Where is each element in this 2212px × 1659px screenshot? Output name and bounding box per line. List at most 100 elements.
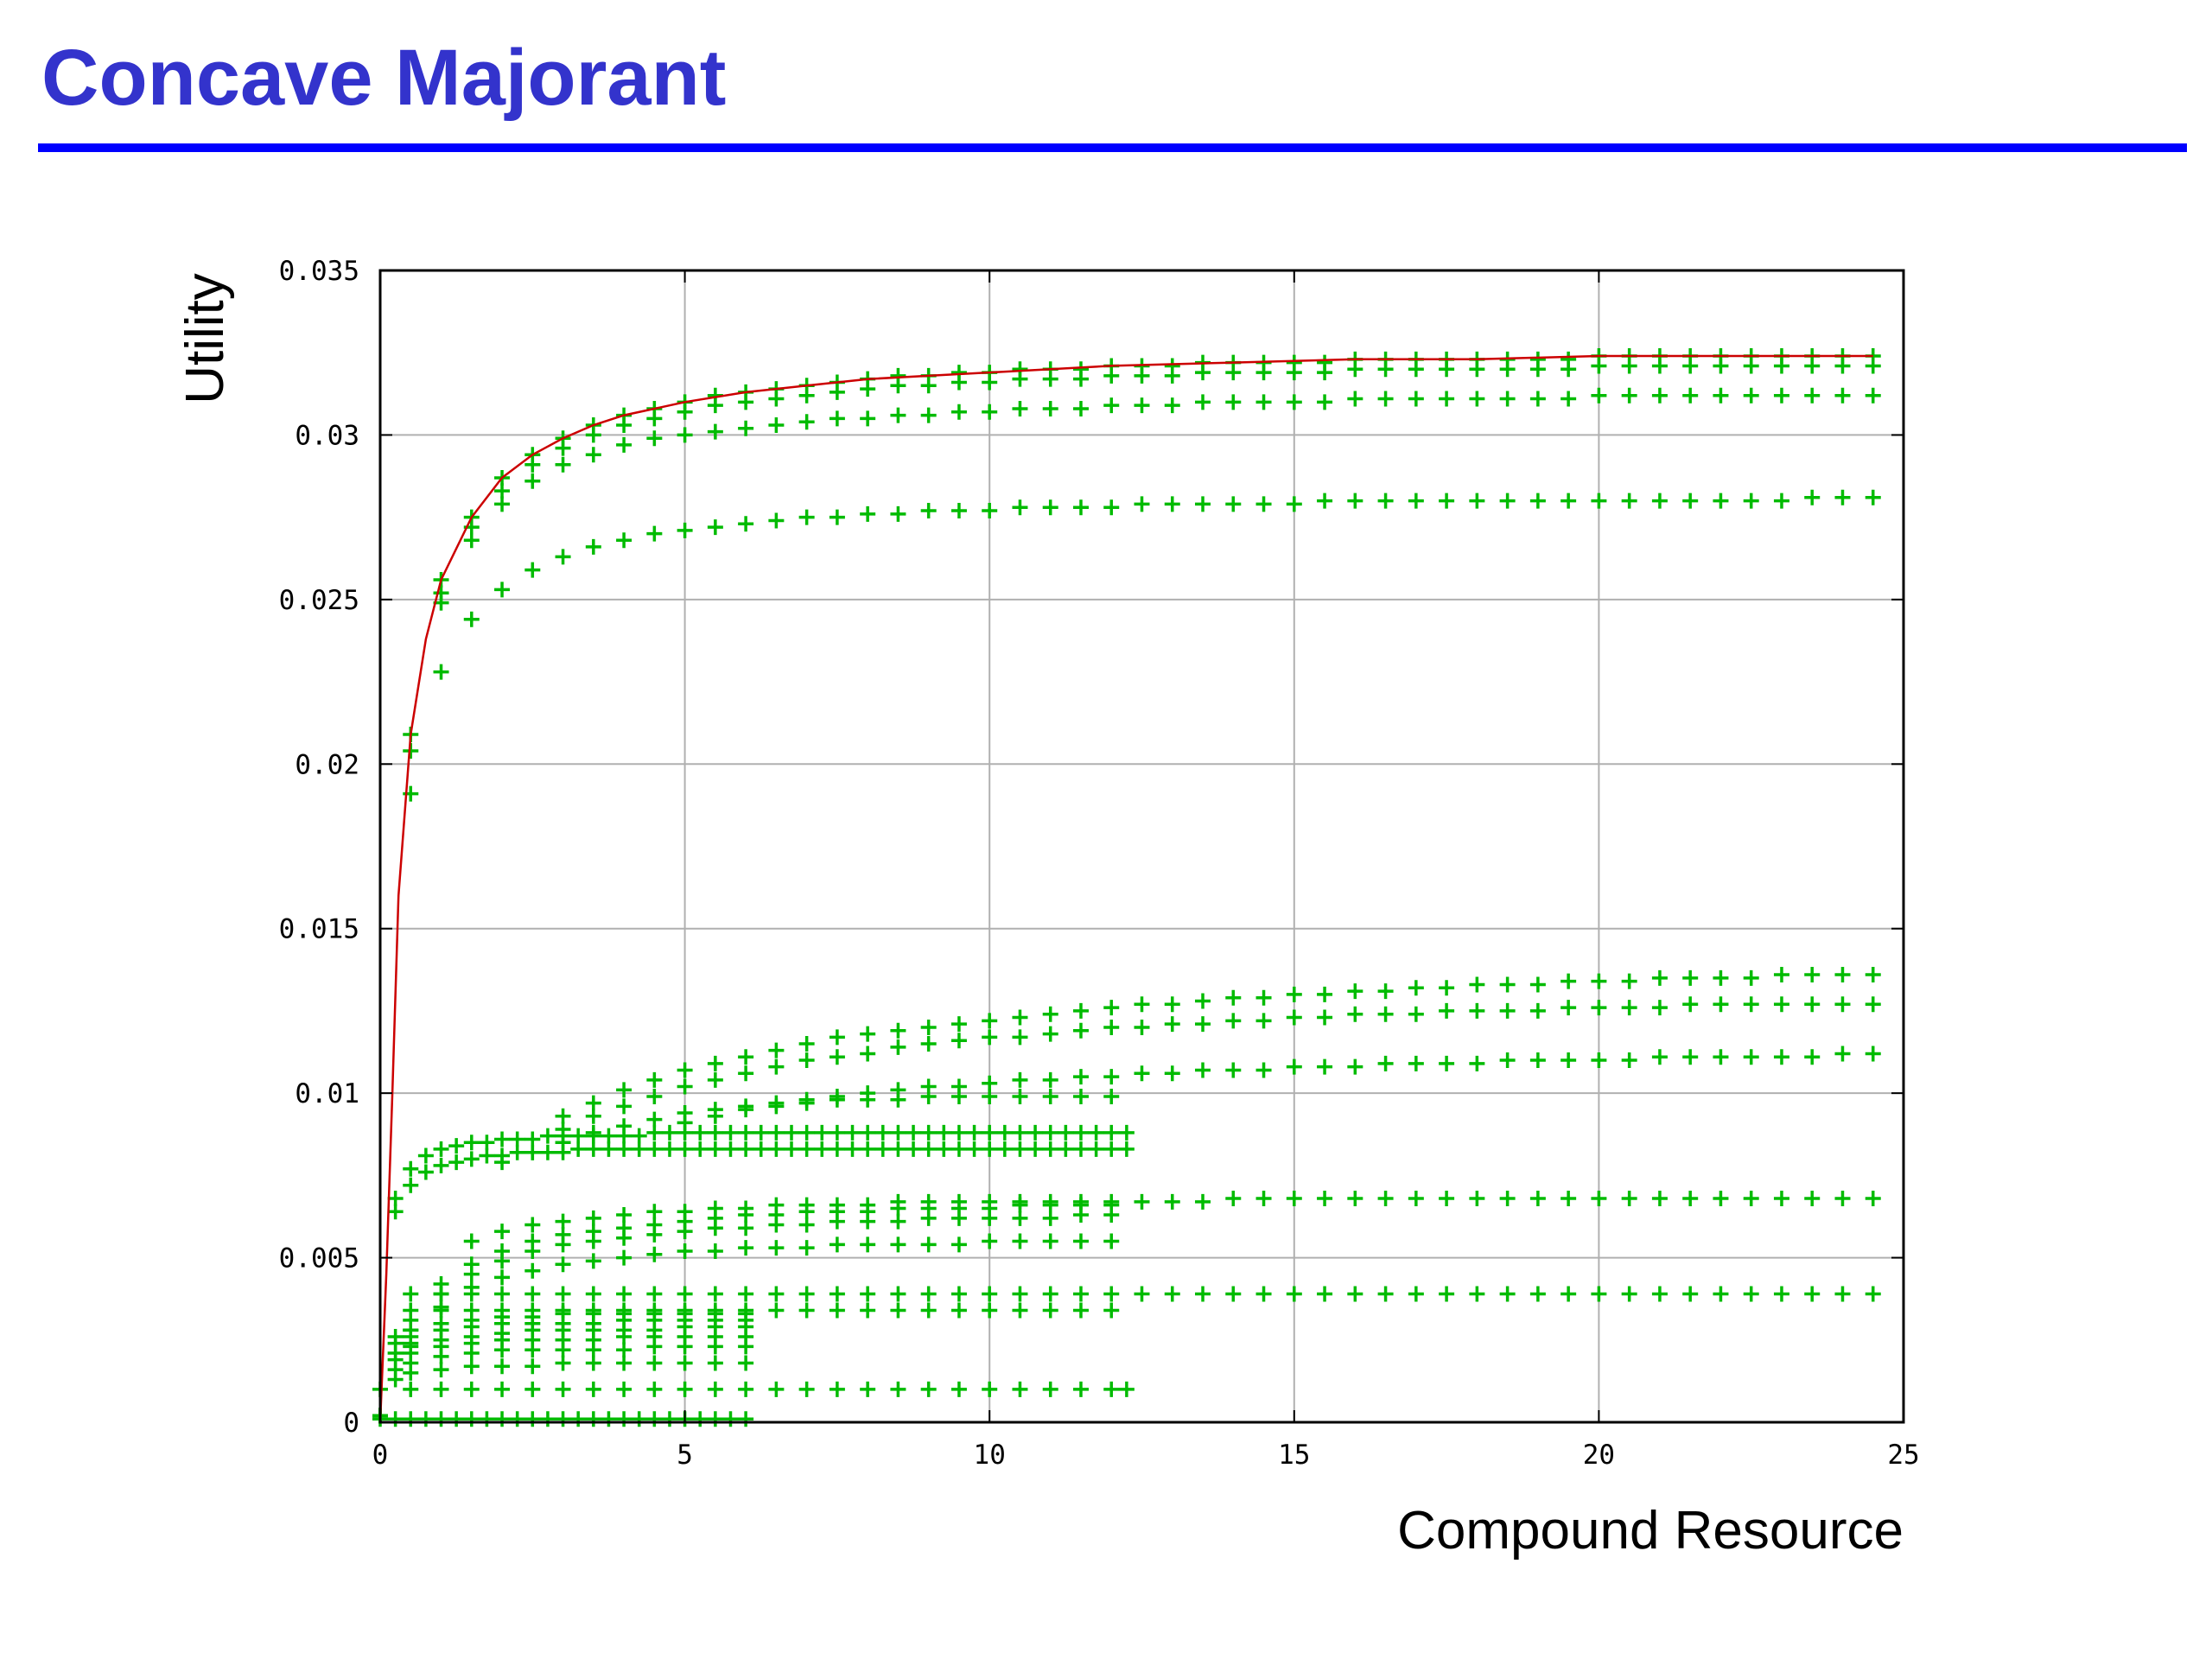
data-point: [387, 1204, 404, 1220]
data-point: [768, 1141, 785, 1157]
data-point: [1560, 1052, 1577, 1069]
data-point: [646, 1411, 663, 1427]
data-point: [646, 1286, 663, 1302]
data-point: [1865, 967, 1881, 983]
data-point: [1286, 986, 1302, 1002]
data-point: [1012, 1302, 1028, 1319]
data-point: [1682, 1049, 1699, 1065]
data-point: [798, 1036, 815, 1052]
title-rule: [38, 143, 2187, 152]
data-point: [1012, 1233, 1028, 1249]
data-point: [1195, 496, 1211, 512]
data-point: [387, 1371, 404, 1388]
data-point: [1255, 1013, 1272, 1029]
data-point: [585, 427, 601, 443]
data-point: [920, 1286, 937, 1302]
data-point: [646, 1141, 663, 1157]
data-point: [1408, 391, 1424, 407]
data-point: [494, 1342, 511, 1358]
data-point: [1560, 493, 1577, 509]
data-point: [1012, 1381, 1028, 1397]
data-point: [448, 1411, 465, 1427]
data-point: [798, 1240, 815, 1256]
data-point: [950, 1141, 967, 1157]
data-point: [1499, 391, 1516, 407]
y-tick-label: 0: [343, 1408, 359, 1439]
data-point: [1743, 996, 1759, 1013]
data-point: [1134, 496, 1150, 512]
data-point: [661, 1411, 677, 1427]
data-point: [1651, 1286, 1668, 1302]
data-point: [1621, 1286, 1637, 1302]
data-point: [1804, 1191, 1821, 1207]
data-point: [631, 1128, 647, 1144]
data-point: [1713, 1286, 1729, 1302]
data-point: [524, 1144, 541, 1160]
data-point: [906, 1124, 922, 1141]
data-point: [768, 1042, 785, 1058]
data-point: [1743, 387, 1759, 404]
data-point: [1834, 387, 1851, 404]
data-point: [707, 423, 723, 440]
data-point: [1439, 361, 1455, 378]
data-point: [1118, 1124, 1135, 1141]
data-point: [1042, 1286, 1058, 1302]
data-point: [1529, 976, 1546, 993]
data-point: [677, 1381, 693, 1397]
data-point: [387, 1191, 404, 1207]
x-tick-label: 0: [372, 1440, 389, 1471]
data-point: [798, 1381, 815, 1397]
data-point: [1804, 996, 1821, 1013]
data-point: [1408, 1006, 1424, 1022]
data-point: [1713, 969, 1729, 986]
data-point: [950, 1124, 967, 1141]
data-point: [1072, 1124, 1089, 1141]
data-point: [1195, 365, 1211, 381]
data-point: [950, 1381, 967, 1397]
data-point: [1164, 996, 1180, 1013]
data-point: [798, 1095, 815, 1111]
data-point: [874, 1141, 891, 1157]
data-point: [1834, 1046, 1851, 1062]
data-point: [433, 1157, 449, 1173]
data-point: [982, 1088, 998, 1104]
data-point: [1255, 1062, 1272, 1078]
data-point: [890, 1286, 906, 1302]
data-point: [860, 410, 876, 427]
data-point: [1164, 1286, 1180, 1302]
data-point: [479, 1135, 495, 1151]
data-point: [646, 1204, 663, 1220]
data-point: [524, 1243, 541, 1259]
data-point: [768, 1058, 785, 1075]
data-point: [570, 1128, 587, 1144]
data-point: [1865, 996, 1881, 1013]
data-point: [707, 1243, 723, 1259]
data-point: [1225, 365, 1242, 381]
data-point: [1012, 1197, 1028, 1213]
data-point: [1317, 365, 1333, 381]
data-point: [1347, 493, 1363, 509]
data-point: [784, 1124, 800, 1141]
data-point: [996, 1124, 1013, 1141]
data-point: [1408, 361, 1424, 378]
data-point: [768, 512, 785, 529]
data-point: [1408, 980, 1424, 996]
data-point: [1651, 358, 1668, 374]
data-point: [616, 1342, 632, 1358]
data-point: [707, 1055, 723, 1071]
data-point: [1317, 1058, 1333, 1075]
data-point: [829, 1286, 845, 1302]
data-point: [646, 410, 663, 427]
data-point: [1195, 1016, 1211, 1033]
data-point: [1225, 1062, 1242, 1078]
data-point: [1103, 1141, 1120, 1157]
data-point: [738, 394, 754, 410]
data-point: [616, 1381, 632, 1397]
data-point: [890, 407, 906, 423]
data-point: [1058, 1141, 1074, 1157]
data-point: [524, 562, 541, 578]
data-point: [1469, 1191, 1485, 1207]
data-point: [860, 1236, 876, 1253]
data-point: [920, 378, 937, 394]
data-point: [1347, 391, 1363, 407]
